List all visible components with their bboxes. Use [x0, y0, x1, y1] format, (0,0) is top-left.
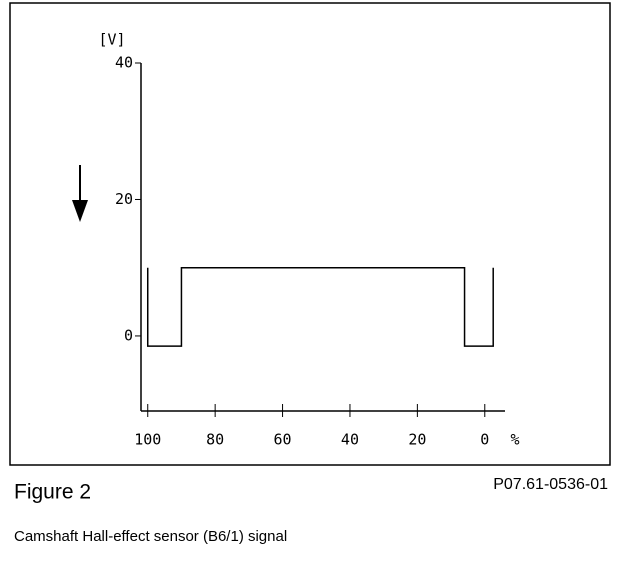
y-tick-label: 0	[124, 326, 133, 344]
x-label: %	[510, 431, 519, 449]
x-tick-label: 40	[341, 431, 359, 449]
x-tick-label: 20	[408, 431, 426, 449]
figure-code: P07.61-0536-01	[493, 476, 608, 493]
x-tick-label: 100	[134, 431, 161, 449]
x-tick-label: 60	[274, 431, 292, 449]
y-tick-label: 20	[115, 190, 133, 208]
signal-line	[146, 266, 494, 347]
arrow-head	[72, 200, 88, 222]
y-tick-label: 40	[115, 54, 133, 72]
frame	[9, 2, 611, 466]
x-tick-label: 80	[206, 431, 224, 449]
caption: Camshaft Hall-effect sensor (B6/1) signa…	[14, 528, 287, 545]
y-label: [V]	[98, 31, 125, 49]
x-tick-label: 0	[480, 431, 489, 449]
figure-label: Figure 2	[14, 481, 91, 504]
